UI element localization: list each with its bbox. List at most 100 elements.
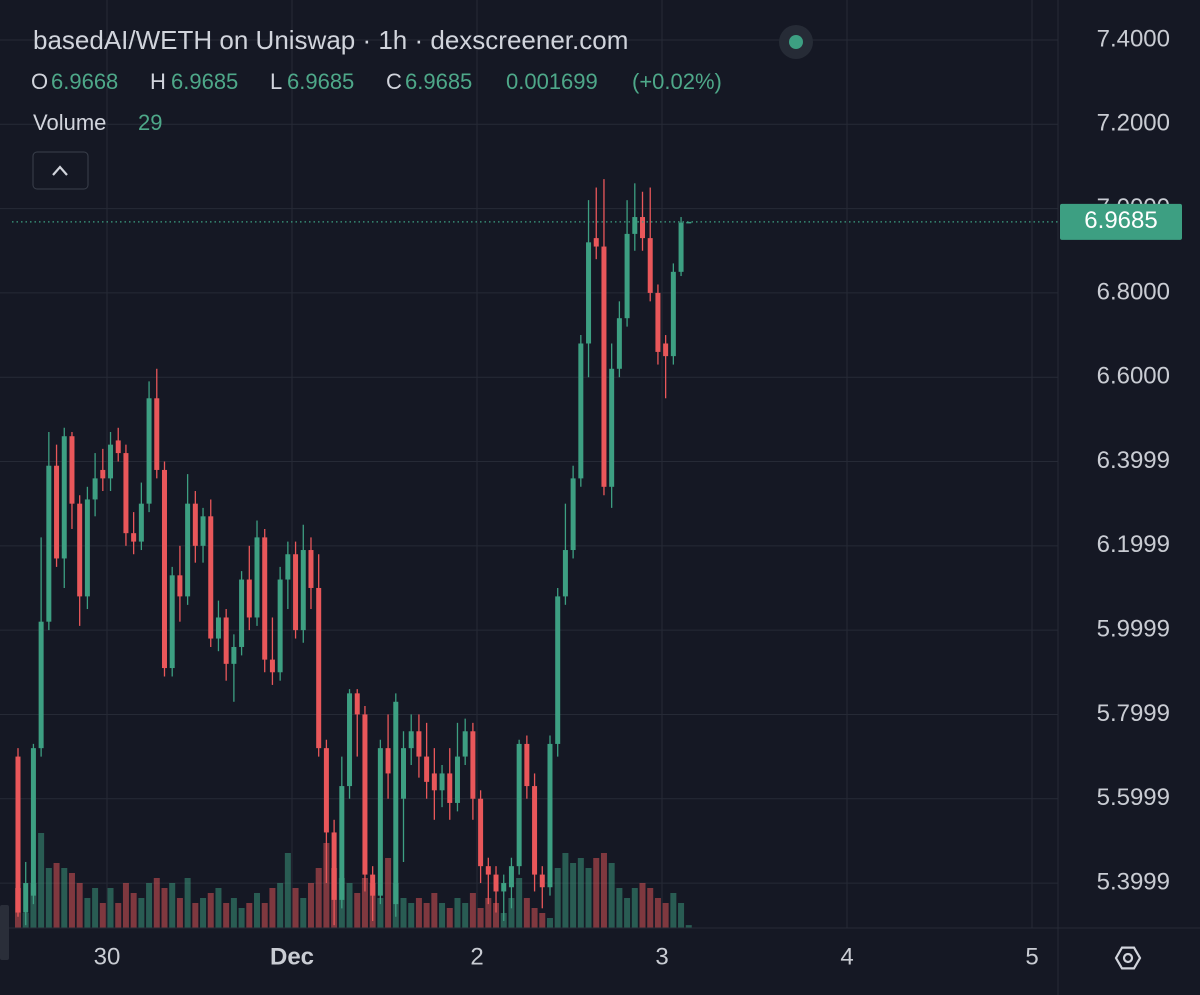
y-tick-label: 6.6000 xyxy=(1097,363,1170,390)
y-tick-label: 7.4000 xyxy=(1097,25,1170,52)
volume-bar xyxy=(385,858,392,928)
candle-body xyxy=(516,743,522,867)
volume-bar xyxy=(176,898,183,928)
change-pct: (+0.02%) xyxy=(632,69,722,94)
x-tick-label: 5 xyxy=(1025,943,1038,970)
gear-center[interactable] xyxy=(1122,952,1134,964)
button-frame[interactable] xyxy=(32,151,89,190)
candle-body xyxy=(447,773,453,803)
volume-bar xyxy=(38,833,45,928)
volume-bar xyxy=(516,878,523,928)
candle-body xyxy=(331,832,337,900)
candle-body xyxy=(678,222,684,272)
y-tick-label: 5.3999 xyxy=(1097,868,1170,895)
volume-bar xyxy=(307,883,314,928)
candle-body xyxy=(154,398,160,470)
volume-bar xyxy=(477,908,484,928)
volume-bar xyxy=(254,893,261,928)
candle-body xyxy=(339,786,345,900)
volume-bar xyxy=(361,878,368,928)
collapse-button[interactable] xyxy=(32,151,89,190)
volume-bar xyxy=(662,903,669,928)
candle-body xyxy=(192,503,198,546)
candle-body xyxy=(185,503,191,597)
candle-body xyxy=(108,444,114,479)
candle-body xyxy=(100,469,106,479)
volume-bar xyxy=(647,888,654,928)
volume-bar xyxy=(554,868,561,928)
volume-bar xyxy=(593,858,600,928)
candle-body xyxy=(69,436,75,504)
ohlc-label: H xyxy=(150,69,166,94)
y-tick-label: 6.8000 xyxy=(1097,278,1170,305)
volume-bar xyxy=(122,883,129,928)
volume-bar xyxy=(577,858,584,928)
candle-body xyxy=(254,537,260,618)
candle-body xyxy=(416,731,422,757)
volume-bar xyxy=(531,908,538,928)
side-tab[interactable] xyxy=(0,905,9,960)
gear-icon[interactable] xyxy=(1114,946,1142,970)
candle-body xyxy=(609,368,615,487)
candle-body xyxy=(454,756,460,803)
candle-body xyxy=(562,550,568,597)
candle-body xyxy=(269,659,275,673)
volume-bar xyxy=(408,903,415,928)
candle-body xyxy=(624,233,630,319)
settings-button[interactable] xyxy=(1114,946,1142,970)
volume-bar xyxy=(161,888,168,928)
candle-body xyxy=(92,478,98,500)
volume-bar xyxy=(454,898,461,928)
volume-bar xyxy=(61,868,68,928)
volume-bar xyxy=(323,843,330,928)
candle-body xyxy=(524,743,530,787)
volume-bar xyxy=(354,893,361,928)
candle-body xyxy=(30,748,36,896)
grid xyxy=(0,0,1058,928)
volume-bar xyxy=(431,893,438,928)
volume-bar xyxy=(169,883,176,928)
y-tick-label: 5.9999 xyxy=(1097,616,1170,643)
x-tick-label: 3 xyxy=(655,943,668,970)
candle-body xyxy=(223,617,229,664)
volume-bar xyxy=(446,908,453,928)
volume-bar xyxy=(107,888,114,928)
ohlc-value: 6.9668 xyxy=(51,69,118,94)
x-tick-label: 2 xyxy=(470,943,483,970)
candle-body xyxy=(23,883,29,913)
candle-body xyxy=(532,786,538,875)
candle-body xyxy=(54,465,60,559)
candle-body xyxy=(586,242,592,344)
candle-body xyxy=(323,748,329,833)
candle-body xyxy=(632,217,638,234)
volume-bar xyxy=(624,898,631,928)
ohlc-label: L xyxy=(270,69,282,94)
volume-bar xyxy=(269,888,276,928)
candle-body xyxy=(347,693,353,787)
y-tick-label: 7.2000 xyxy=(1097,110,1170,137)
ohlc-value: 6.9685 xyxy=(287,69,354,94)
candle-body xyxy=(123,453,129,534)
candle-body xyxy=(146,398,152,504)
volume-bar xyxy=(600,853,607,928)
candle-body xyxy=(77,503,83,597)
volume-bar xyxy=(261,903,268,928)
candle-body xyxy=(640,217,646,239)
candle-body xyxy=(138,503,144,542)
candle-body xyxy=(370,874,376,896)
volume-bar xyxy=(30,883,37,928)
volume-bar xyxy=(654,898,661,928)
chevron-icon[interactable] xyxy=(52,165,68,176)
volume-bar xyxy=(284,853,291,928)
volume-bar xyxy=(439,903,446,928)
x-tick-label: 4 xyxy=(840,943,853,970)
candle-body xyxy=(493,874,499,892)
volume-bar xyxy=(292,888,299,928)
ohlc-value: 6.9685 xyxy=(171,69,238,94)
candle-body xyxy=(663,343,669,357)
volume-bar xyxy=(138,898,145,928)
candle-body xyxy=(61,436,67,559)
candle-body xyxy=(408,731,414,749)
